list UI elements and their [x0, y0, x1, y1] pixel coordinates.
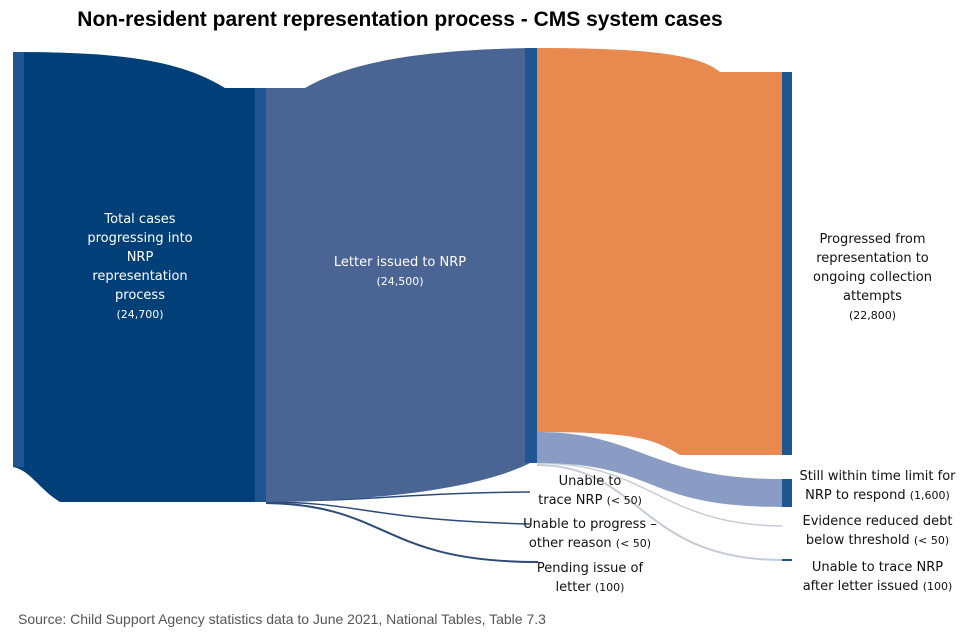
label-line: NRP to respond: [805, 488, 906, 503]
node-within-bar: [782, 479, 792, 507]
label-line: Unable to trace NRP: [811, 560, 944, 575]
label-value: (1,600): [909, 489, 950, 502]
flow-letter-to-within-time-limit: [537, 432, 782, 507]
label-total: Total cases progressing into NRP represe…: [40, 210, 240, 324]
label-value: (< 50): [913, 534, 950, 547]
label-line: attempts: [843, 289, 902, 304]
label-line: Unable to: [558, 474, 622, 489]
label-line: representation: [92, 269, 188, 284]
label-line: process: [115, 288, 165, 303]
label-line: Evidence reduced debt: [802, 514, 953, 529]
flow-letter-to-unable-trace-after: [536, 464, 783, 561]
label-value: (24,700): [116, 308, 164, 321]
node-untrace2-bar: [782, 559, 792, 561]
label-line: representation to: [816, 251, 929, 266]
label-line: Pending issue of: [536, 561, 644, 576]
label-value: (24,500): [376, 275, 424, 288]
flow-letter-to-progressed: [537, 48, 782, 455]
label-line: Unable to progress –: [523, 517, 657, 532]
label-value: (22,800): [848, 309, 897, 322]
label-line: letter: [555, 580, 591, 595]
label-line: ongoing collection: [812, 270, 932, 285]
chart-title: Non-resident parent representation proce…: [77, 8, 723, 31]
node-letter-issued: [255, 48, 530, 502]
label-line: other reason: [528, 536, 612, 551]
label-unable-trace: Unable to trace NRP (< 50): [520, 472, 660, 510]
label-pending: Pending issue of letter (100): [520, 559, 660, 597]
label-value: (100): [594, 581, 625, 594]
label-progressed: Progressed from representation to ongoin…: [790, 230, 955, 325]
source-note: Source: Child Support Agency statistics …: [18, 611, 546, 627]
node-letter-output-bar: [525, 48, 537, 463]
label-line: after letter issued: [802, 579, 919, 594]
label-value: (100): [922, 580, 953, 593]
flow-total-to-pending: [265, 502, 539, 563]
label-line: Letter issued to NRP: [333, 255, 467, 270]
node-progressed-bar: [782, 72, 792, 455]
node-total-cases: [13, 52, 255, 502]
label-other-reason: Unable to progress – other reason (< 50): [520, 515, 660, 553]
label-value: (< 50): [606, 494, 642, 507]
label-value: (< 50): [615, 537, 652, 550]
label-line: trace NRP: [538, 493, 603, 508]
label-letter: Letter issued to NRP (24,500): [300, 253, 500, 291]
node-letter-bar: [255, 88, 266, 502]
flow-total-to-other-reason: [265, 501, 531, 525]
flow-letter-to-evidence: [536, 462, 783, 527]
label-evidence: Evidence reduced debt below threshold (<…: [795, 512, 960, 550]
label-line: Still within time limit for: [799, 469, 956, 484]
label-line: NRP: [126, 250, 154, 265]
label-line: Total cases: [104, 212, 176, 227]
label-line: Progressed from: [819, 232, 926, 247]
label-unable-trace-after: Unable to trace NRP after letter issued …: [795, 558, 960, 596]
node-total-bar: [13, 52, 24, 467]
label-line: progressing into: [87, 231, 193, 246]
label-line: below threshold: [805, 533, 910, 548]
label-within-time: Still within time limit for NRP to respo…: [795, 467, 960, 505]
